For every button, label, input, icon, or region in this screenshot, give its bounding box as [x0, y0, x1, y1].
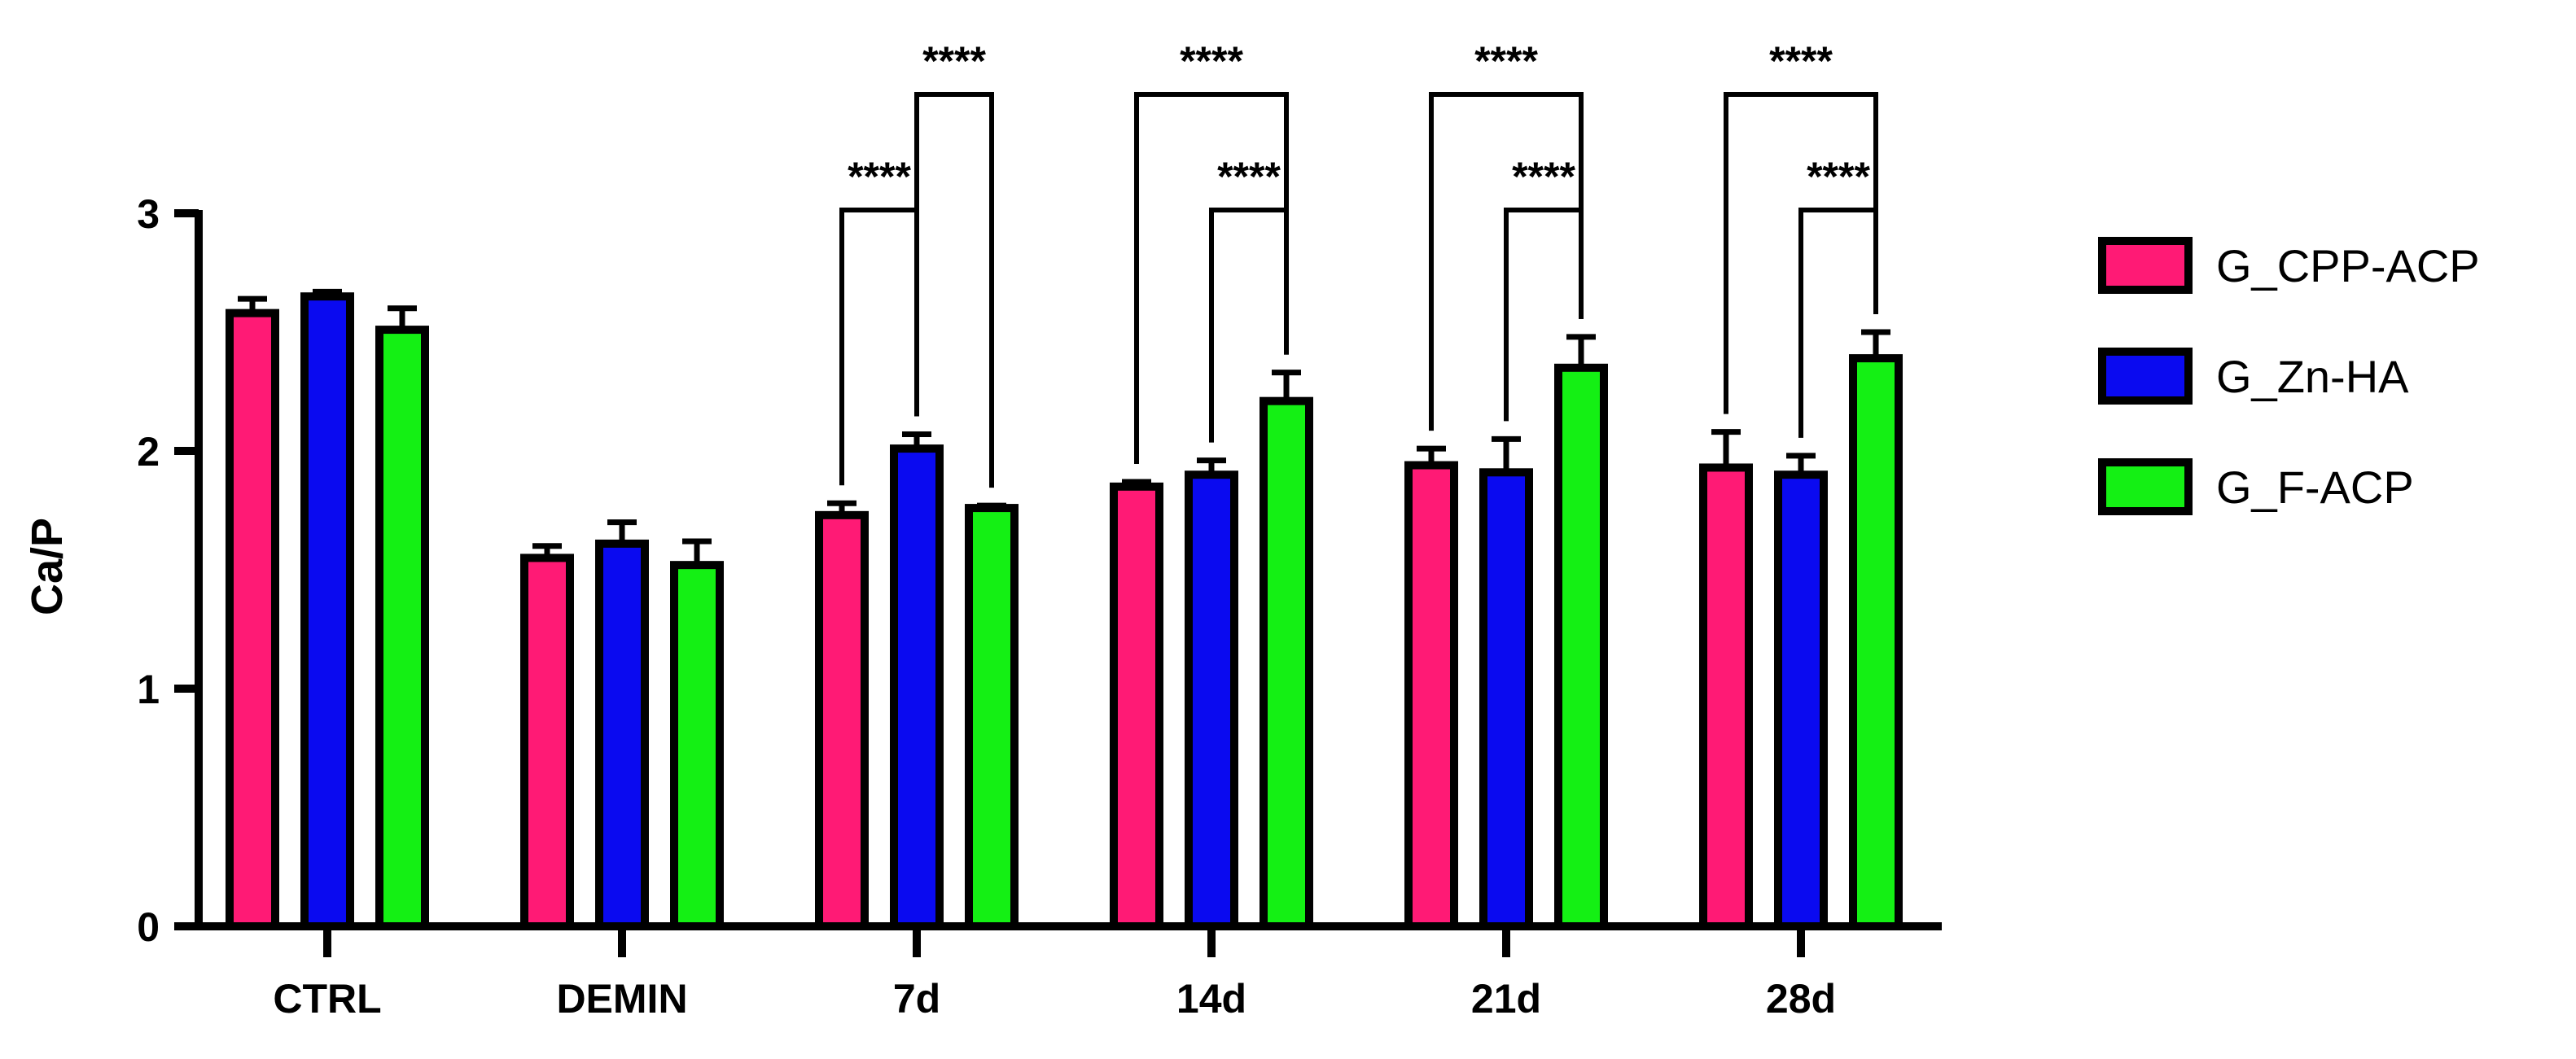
bar — [1185, 470, 1238, 930]
legend-swatch — [2098, 237, 2193, 294]
significance-label: **** — [1807, 154, 1870, 199]
bar — [375, 326, 429, 930]
significance-brackets: **** **** **** **** **** **** **** **** — [839, 38, 1878, 488]
legend-label: G_F-ACP — [2216, 462, 2414, 513]
significance-label: **** — [1180, 38, 1243, 84]
significance-label: **** — [1217, 154, 1281, 199]
significance-bracket — [1724, 92, 1878, 414]
bar — [595, 539, 649, 930]
y-tick-label: 3 — [137, 191, 160, 237]
bar — [670, 561, 724, 930]
bar — [1699, 463, 1753, 930]
significance-label: **** — [922, 38, 986, 84]
bar — [965, 504, 1019, 930]
x-tick-label: DEMIN — [556, 976, 687, 1022]
bar — [1110, 482, 1163, 930]
significance-label: **** — [1474, 38, 1538, 84]
bar — [1404, 461, 1458, 930]
legend-swatch — [2098, 348, 2193, 405]
y-tick-label: 0 — [137, 904, 160, 950]
bar — [1260, 396, 1313, 930]
legend-label: G_CPP-ACP — [2216, 240, 2480, 291]
bars — [226, 288, 1903, 931]
legend: G_CPP-ACP G_Zn-HA G_F-ACP — [2098, 237, 2480, 515]
bar — [1479, 468, 1533, 930]
significance-bracket — [914, 92, 994, 488]
significance-bracket — [1134, 92, 1289, 464]
x-tick-label: 21d — [1471, 976, 1541, 1022]
x-tick-label: 14d — [1176, 976, 1246, 1022]
x-tick-label: CTRL — [273, 976, 381, 1022]
significance-bracket — [839, 208, 919, 486]
significance-label: **** — [1769, 38, 1833, 84]
bar — [1554, 363, 1608, 930]
y-tick-label: 2 — [137, 429, 160, 475]
bar — [815, 510, 869, 931]
y-tick-label: 1 — [137, 667, 160, 712]
legend-label: G_Zn-HA — [2216, 351, 2409, 402]
significance-label: **** — [848, 154, 911, 199]
bar — [226, 309, 279, 930]
y-axis-title: Ca/P — [23, 518, 72, 615]
x-tick-label: 28d — [1766, 976, 1836, 1022]
significance-label: **** — [1512, 154, 1575, 199]
bar — [1774, 470, 1828, 930]
significance-bracket — [1429, 92, 1584, 431]
bar — [890, 444, 944, 930]
bar — [520, 554, 574, 931]
legend-swatch — [2098, 458, 2193, 515]
bar — [300, 292, 354, 930]
axes: 0 1 2 3 CTRL DEMIN 7d 14d 21d 28d — [137, 191, 1942, 1022]
bar — [1849, 354, 1903, 930]
x-tick-label: 7d — [893, 976, 940, 1022]
